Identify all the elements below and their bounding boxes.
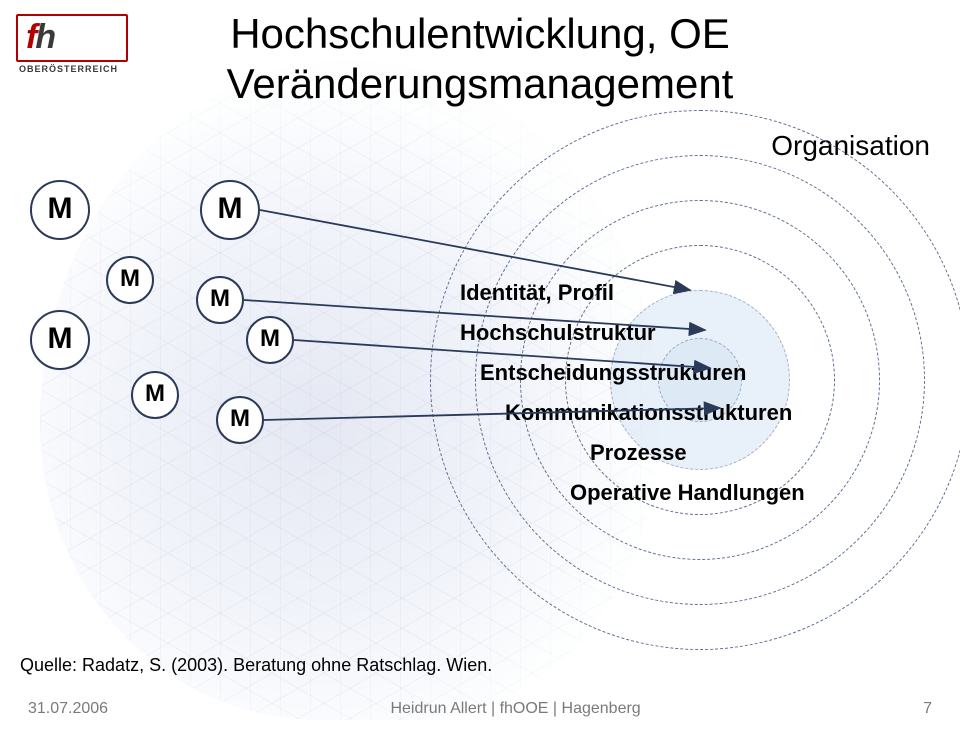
node-m2: M <box>200 180 260 240</box>
footer-date: 31.07.2006 <box>28 700 108 718</box>
node-m6: M <box>246 316 294 364</box>
footer-author: Heidrun Allert | fhOOE | Hagenberg <box>390 700 640 718</box>
layer-label-5: Operative Handlungen <box>570 480 805 506</box>
layer-label-0: Identität, Profil <box>460 280 614 306</box>
node-m8: M <box>216 396 264 444</box>
slide: fh OBERÖSTERREICH Hochschulentwicklung, … <box>0 0 960 730</box>
title-line-2: Veränderungsmanagement <box>0 60 960 108</box>
title-line-1: Hochschulentwicklung, OE <box>0 10 960 58</box>
source-citation: Quelle: Radatz, S. (2003). Beratung ohne… <box>20 655 492 676</box>
footer: 31.07.2006 Heidrun Allert | fhOOE | Hage… <box>0 700 960 718</box>
layer-label-2: Entscheidungsstrukturen <box>480 360 746 386</box>
node-m5: M <box>30 310 90 370</box>
slide-title: Hochschulentwicklung, OE Veränderungsman… <box>0 10 960 108</box>
node-m3: M <box>106 256 154 304</box>
node-m1: M <box>30 180 90 240</box>
node-m4: M <box>196 276 244 324</box>
layer-label-1: Hochschulstruktur <box>460 320 656 346</box>
footer-page: 7 <box>923 700 932 718</box>
layer-label-4: Prozesse <box>590 440 687 466</box>
layer-label-3: Kommunikationsstrukturen <box>505 400 792 426</box>
node-m7: M <box>131 371 179 419</box>
